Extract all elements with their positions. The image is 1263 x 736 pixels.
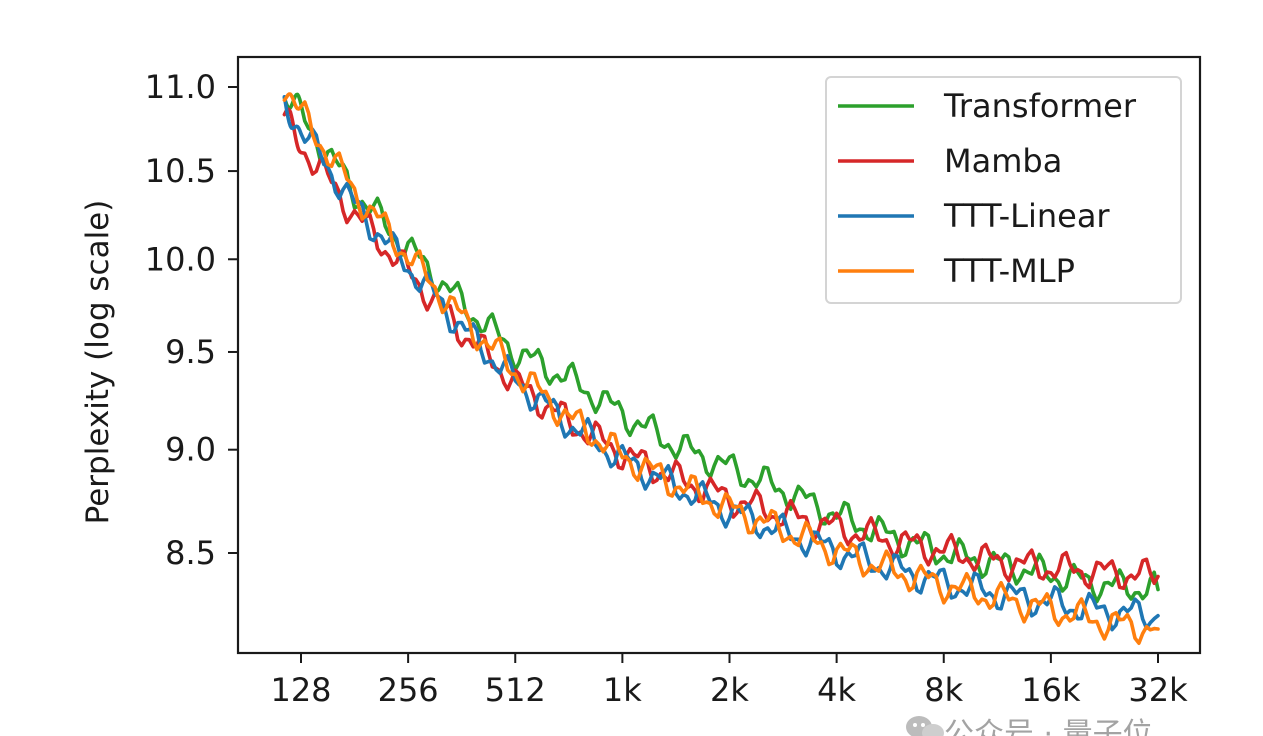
x-tick-label: 256 (378, 671, 439, 709)
watermark-text: 公众号 · 量子位 (944, 717, 1153, 736)
y-tick-label: 9.5 (165, 333, 216, 371)
y-tick-label: 9.0 (165, 431, 216, 469)
x-tick-label: 4k (817, 671, 856, 709)
x-tick-label: 32k (1128, 671, 1188, 709)
series-layer (282, 92, 1160, 645)
x-tick-label: 512 (485, 671, 546, 709)
series-line-ttt-mlp (282, 92, 1160, 645)
legend-box (825, 76, 1182, 304)
plot-area (236, 55, 1202, 655)
legend-label: TTT-MLP (943, 252, 1075, 290)
y-tick-label: 10.0 (145, 240, 216, 278)
x-axis: 128 256 512 1k 2k 4k 8k 16k 32k (270, 653, 1188, 709)
x-tick-label: 1k (603, 671, 642, 709)
plot-frame (236, 55, 1202, 655)
legend: Transformer Mamba TTT-Linear TTT-MLP (825, 76, 1182, 304)
legend-label: Mamba (944, 142, 1062, 180)
watermark: 公众号 · 量子位 (906, 716, 1153, 736)
x-tick-label: 16k (1021, 671, 1081, 709)
wechat-icon (906, 716, 944, 736)
legend-label: TTT-Linear (943, 197, 1110, 235)
x-tick-label: 8k (924, 671, 963, 709)
y-tick-label: 10.5 (145, 152, 216, 190)
x-tick-label: 2k (710, 671, 749, 709)
y-tick-label: 11.0 (145, 68, 216, 106)
y-tick-label: 8.5 (165, 534, 216, 572)
legend-label: Transformer (943, 87, 1137, 125)
y-axis-label: Perplexity (log scale) (80, 200, 116, 525)
x-tick-label: 128 (270, 671, 331, 709)
y-axis: 8.5 9.0 9.5 10.0 10.5 11.0 (145, 68, 238, 572)
